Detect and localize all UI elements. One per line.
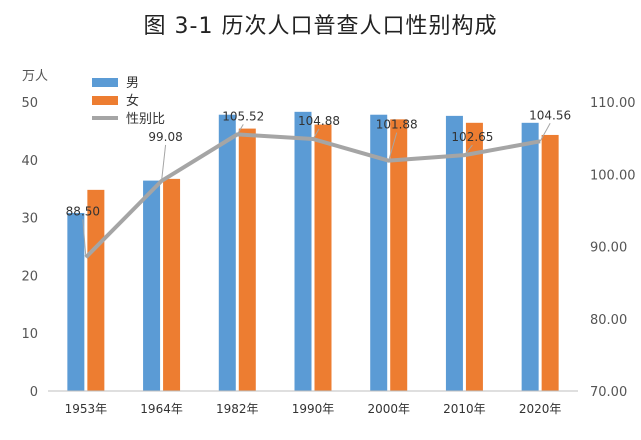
bar-female	[541, 134, 559, 392]
x-axis: 1953年 1964年 1982年 1990年 2000年 2010年 2020年	[48, 390, 578, 416]
bar-male	[143, 180, 161, 391]
x-tick-label: 1990年	[292, 402, 335, 416]
legend-label-ratio: 性别比	[126, 112, 165, 127]
bar-male	[521, 122, 539, 392]
sex-ratio-line-series: 88.50 99.08 105.52 104.88 101.88 102.65 104.56	[66, 108, 571, 259]
bar-female	[238, 128, 256, 391]
bar-female	[163, 178, 181, 391]
y-tick-label: 40	[21, 154, 38, 169]
bar-female	[314, 124, 332, 392]
x-tick-label: 2010年	[443, 402, 486, 416]
data-label: 105.52	[222, 109, 264, 123]
x-tick-label: 2020年	[519, 402, 562, 416]
data-label: 102.65	[451, 130, 493, 144]
bar-male	[445, 115, 463, 391]
y2-tick-label: 110.00	[590, 96, 636, 111]
bar-male	[67, 212, 85, 391]
bar-male	[370, 114, 388, 391]
x-tick-label: 1964年	[140, 402, 183, 416]
y-tick-label: 30	[21, 212, 38, 227]
x-tick-label: 1982年	[216, 402, 259, 416]
data-label-leader	[236, 124, 244, 135]
bar-female	[87, 189, 105, 391]
y-tick-label: 20	[21, 269, 38, 284]
left-axis: 万人 0 10 20 30 40 50	[21, 69, 48, 400]
data-label-leader	[161, 144, 167, 181]
data-label: 104.88	[298, 114, 340, 128]
legend-label-male: 男	[126, 76, 139, 91]
bar-male	[294, 111, 312, 392]
data-label-leader	[464, 144, 473, 156]
chart-title: 图 3-1 历次人口普查人口性别构成	[143, 14, 498, 39]
bar-female	[465, 122, 483, 392]
y2-tick-label: 90.00	[590, 241, 627, 256]
y2-tick-label: 100.00	[590, 168, 636, 183]
y-tick-label: 50	[21, 96, 38, 111]
bar-series	[67, 111, 559, 392]
data-label-leader	[539, 123, 551, 142]
legend-label-female: 女	[126, 93, 139, 109]
y-tick-label: 10	[21, 327, 38, 342]
y2-tick-label: 80.00	[590, 313, 627, 328]
data-label: 88.50	[66, 204, 100, 218]
data-label: 101.88	[376, 118, 418, 132]
legend-swatch-female	[92, 96, 118, 105]
data-label-leader	[388, 132, 398, 161]
data-label: 99.08	[148, 130, 182, 144]
bar-male	[218, 114, 236, 391]
data-label-leader	[82, 219, 87, 258]
data-label-leader	[312, 128, 320, 140]
x-tick-label: 1953年	[65, 402, 108, 416]
y2-tick-label: 70.00	[590, 385, 627, 400]
bar-female	[390, 119, 408, 391]
right-axis: 70.00 80.00 90.00 100.00 110.00	[590, 96, 636, 400]
data-label: 104.56	[529, 108, 571, 122]
legend-swatch-male	[92, 78, 118, 87]
y-axis-label: 万人	[22, 69, 48, 84]
y-tick-label: 0	[30, 385, 38, 400]
x-tick-label: 2000年	[367, 402, 410, 416]
